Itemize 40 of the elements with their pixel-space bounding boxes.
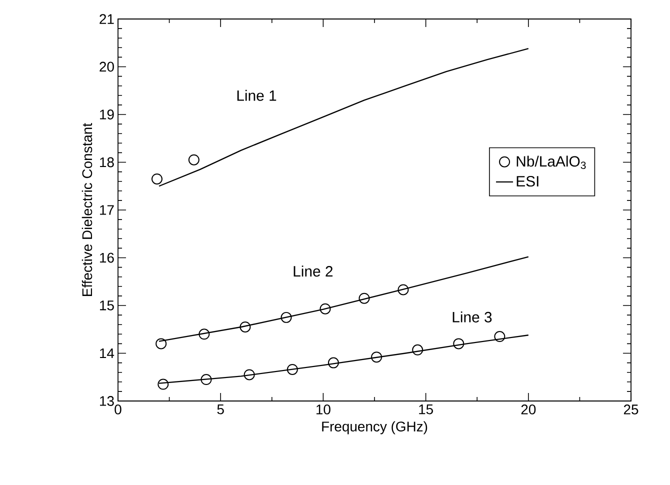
point: [200, 374, 212, 386]
point: [453, 338, 464, 350]
point: [158, 378, 169, 390]
point: [244, 369, 255, 380]
x-tick-label: 10: [316, 404, 330, 414]
y-tick-label: 14: [100, 348, 114, 358]
x-tick-label: 0: [114, 404, 122, 414]
point: [371, 352, 382, 363]
point: [280, 312, 292, 323]
y-tick-label: 19: [100, 110, 114, 120]
point: [286, 364, 298, 375]
legend-label: Nb/LaAlO$_{3}$: [516, 156, 586, 169]
annotation: Line 1: [237, 90, 276, 101]
y-tick-label: 21: [100, 14, 114, 24]
x-tick-label: 20: [521, 404, 536, 414]
point: [412, 344, 424, 356]
annotation: Line 2: [294, 266, 333, 277]
y-tick-label: 15: [100, 300, 114, 310]
point: [398, 284, 409, 296]
point: [494, 331, 506, 342]
y-tick-label: 18: [100, 157, 114, 168]
legend-label: ESI: [516, 176, 538, 187]
point: [320, 303, 331, 314]
point: [188, 154, 200, 166]
y-tick-label: 16: [100, 252, 114, 263]
point: [358, 292, 370, 304]
x-tick-label: 25: [624, 404, 638, 414]
point: [156, 338, 167, 350]
y-tick-label: 20: [100, 62, 114, 72]
y-axis-title: Effective Dielectric Constant: [82, 123, 92, 296]
point: [198, 328, 210, 340]
x-tick-label: 15: [419, 404, 433, 414]
y-tick-label: 13: [100, 396, 114, 406]
x-axis-title: Frequency (GHz): [322, 421, 428, 434]
point: [151, 173, 162, 184]
annotation: Line 3: [452, 311, 492, 322]
point: [240, 321, 251, 332]
point: [328, 357, 339, 368]
x-tick-label: 5: [217, 404, 224, 414]
y-tick-label: 17: [100, 205, 114, 215]
